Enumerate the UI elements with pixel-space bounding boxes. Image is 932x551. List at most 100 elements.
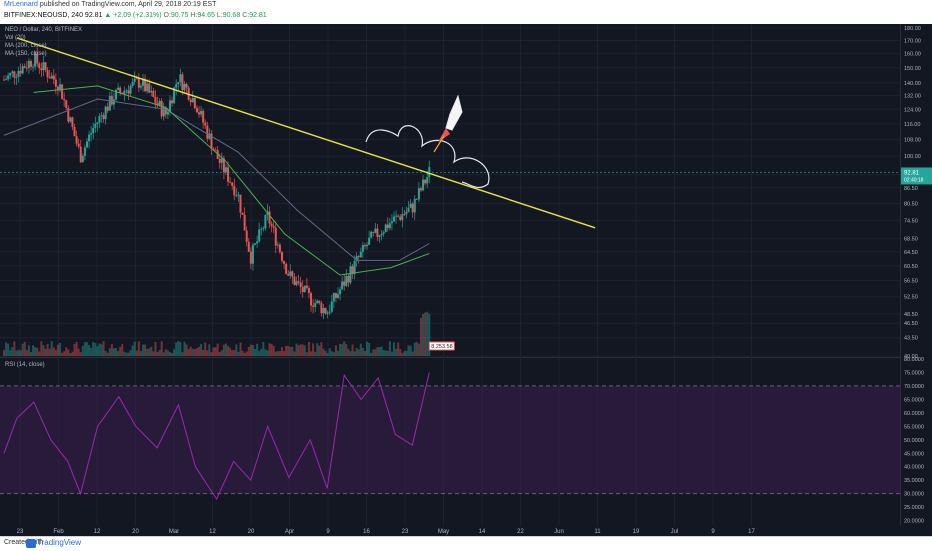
candle-body bbox=[52, 75, 55, 80]
candle-body bbox=[336, 294, 339, 298]
candle-body bbox=[224, 167, 227, 173]
rsi-line bbox=[3, 372, 430, 501]
volume-bar bbox=[123, 351, 126, 356]
volume-bar bbox=[241, 350, 244, 356]
volume-bar bbox=[175, 342, 178, 356]
candle-body bbox=[229, 181, 232, 183]
volume-bar bbox=[168, 351, 171, 356]
volume-bar bbox=[390, 351, 393, 356]
volume-bar bbox=[272, 345, 275, 356]
rsi-tick-label: 60.0000 bbox=[904, 411, 924, 417]
candle-body bbox=[227, 167, 230, 182]
volume-bar bbox=[154, 341, 157, 356]
candle-body bbox=[395, 215, 398, 217]
tradingview-logo-icon bbox=[26, 539, 36, 548]
volume-bar bbox=[415, 341, 418, 356]
volume-bar bbox=[312, 343, 315, 356]
candle-body bbox=[303, 285, 306, 293]
candle-body bbox=[75, 136, 78, 144]
volume-bar bbox=[218, 351, 221, 356]
volume-bar bbox=[407, 345, 410, 356]
volume-bar bbox=[121, 344, 124, 356]
volume-bar bbox=[34, 347, 37, 356]
candle-body bbox=[200, 110, 203, 115]
volume-bar bbox=[235, 344, 238, 356]
candle-body bbox=[131, 81, 134, 87]
candle-body bbox=[256, 241, 259, 244]
volume-bar bbox=[324, 350, 327, 356]
candle-body bbox=[339, 289, 342, 295]
candle-body bbox=[347, 276, 350, 283]
candle-body bbox=[108, 95, 111, 111]
rsi-tick-label: 30.0000 bbox=[904, 492, 924, 498]
time-tick-label: Mar bbox=[169, 529, 179, 535]
volume-bar bbox=[322, 348, 325, 356]
candle-body bbox=[23, 66, 26, 68]
author-link[interactable]: MrLennard bbox=[4, 1, 38, 8]
candle-body bbox=[198, 112, 201, 115]
volume-bar bbox=[40, 341, 43, 356]
candle-body bbox=[361, 245, 364, 252]
candle-body bbox=[193, 98, 196, 109]
candle-body bbox=[162, 107, 165, 117]
price-tick-label: 100.00 bbox=[904, 154, 921, 160]
rsi-tick-label: 75.0000 bbox=[904, 370, 924, 376]
candle-body bbox=[56, 86, 59, 91]
price-y-axis: 180.00 170.00 160.00 150.00 140.00 132.00 124.… bbox=[0, 26, 921, 360]
candle-body bbox=[262, 228, 265, 230]
volume-bar bbox=[328, 348, 331, 356]
candle-body bbox=[413, 198, 416, 213]
volume-bar bbox=[343, 341, 346, 356]
ohlc-line: BITFINEX:NEOUSD, 240 92.81 ▲ +2.09 (+2.3… bbox=[4, 12, 267, 19]
volume-bar bbox=[401, 352, 404, 356]
volume-bar bbox=[372, 349, 375, 356]
volume-bar bbox=[220, 350, 223, 356]
volume-bar bbox=[274, 351, 277, 356]
volume-bar bbox=[104, 350, 107, 356]
tradingview-brand-link[interactable]: TradingView bbox=[37, 538, 82, 547]
candle-body bbox=[355, 256, 358, 261]
volume-bar bbox=[384, 350, 387, 356]
candle-body bbox=[117, 87, 120, 90]
volume-bar bbox=[69, 352, 72, 356]
candle-body bbox=[98, 116, 101, 123]
time-tick-label: Jul bbox=[671, 529, 679, 535]
time-tick-label: 23 bbox=[402, 529, 409, 535]
price-tick-label: 180.00 bbox=[904, 26, 921, 32]
last-price-label: 92.81 bbox=[904, 170, 920, 176]
candle-body bbox=[65, 100, 68, 108]
volume-bar bbox=[405, 350, 408, 356]
volume-bar bbox=[231, 350, 234, 356]
volume-bar bbox=[233, 350, 236, 356]
candle-body bbox=[397, 215, 400, 217]
volume-bar bbox=[318, 345, 321, 356]
candle-body bbox=[115, 89, 118, 100]
volume-bar bbox=[119, 346, 122, 356]
volume-bar bbox=[63, 351, 66, 356]
rsi-y-axis: 80.0000 75.0000 70.0000 65.0000 60.0000 55.00… bbox=[904, 357, 924, 525]
volume-bar bbox=[71, 351, 74, 356]
candle-body bbox=[40, 68, 43, 71]
candle-body bbox=[29, 60, 32, 67]
candle-body bbox=[208, 133, 211, 139]
candle-body bbox=[9, 73, 12, 76]
volume-bar bbox=[162, 352, 165, 356]
volume-bar bbox=[264, 349, 267, 356]
candle-body bbox=[88, 134, 91, 142]
volume-label-box bbox=[428, 341, 455, 351]
candle-body bbox=[359, 251, 362, 258]
price-chart[interactable]: 180.00 170.00 160.00 150.00 140.00 132.00 124.… bbox=[0, 24, 932, 536]
candle-body bbox=[320, 303, 323, 314]
volume-bar bbox=[127, 352, 130, 356]
volume-bar bbox=[198, 346, 201, 356]
volume-bar bbox=[376, 347, 379, 356]
candle-body bbox=[239, 194, 242, 213]
candle-body bbox=[44, 62, 47, 70]
price-tick-label: 132.00 bbox=[904, 94, 921, 100]
ma150-line bbox=[3, 98, 430, 261]
price-tick-label: 40.00 bbox=[904, 354, 918, 360]
price-tick-label: 124.00 bbox=[904, 107, 921, 113]
candle-body bbox=[34, 53, 37, 67]
volume-bar bbox=[185, 344, 188, 356]
volume-bar bbox=[46, 344, 49, 356]
